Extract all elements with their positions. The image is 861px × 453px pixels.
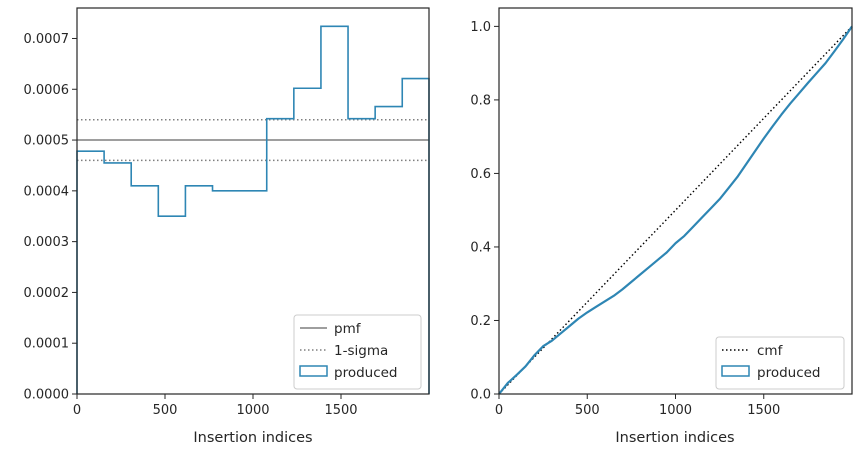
pmf-y-ticks: 0.0000 0.0001 0.0002 0.0003 0.0004 0.0005 0.00… bbox=[24, 32, 77, 403]
cmf-y-tick-label: 0.8 bbox=[470, 93, 491, 108]
legend-produced-label: produced bbox=[334, 365, 398, 381]
legend-pmf-label: pmf bbox=[334, 321, 362, 337]
pmf-y-tick-label: 0.0001 bbox=[24, 337, 70, 352]
cmf-x-tick-label: 500 bbox=[575, 403, 600, 418]
pmf-x-tick-label: 1000 bbox=[236, 403, 269, 418]
cmf-legend: cmf produced bbox=[715, 336, 845, 390]
legend-produced-label: produced bbox=[757, 365, 821, 381]
pmf-x-tick-label: 0 bbox=[73, 403, 81, 418]
pmf-y-tick-label: 0.0007 bbox=[24, 32, 70, 47]
cmf-y-tick-label: 1.0 bbox=[470, 20, 491, 35]
cmf-y-tick-label: 0.6 bbox=[470, 167, 491, 182]
pmf-y-tick-label: 0.0000 bbox=[24, 388, 70, 403]
cmf-x-tick-label: 1500 bbox=[747, 403, 780, 418]
pmf-y-tick-label: 0.0005 bbox=[24, 134, 70, 149]
pmf-legend: pmf 1-sigma produced bbox=[293, 314, 422, 390]
legend-produced-swatch bbox=[721, 365, 750, 377]
legend-produced-swatch bbox=[299, 365, 328, 377]
cmf-y-tick-label: 0.2 bbox=[470, 314, 491, 329]
cmf-x-axis-label: Insertion indices bbox=[615, 430, 734, 446]
cmf-x-tick-label: 0 bbox=[495, 403, 503, 418]
cmf-x-tick-label: 1000 bbox=[659, 403, 692, 418]
cmf-panel: 0 500 1000 1500 0.0 0.2 0.4 0.6 0.8 1.0 Insertio… bbox=[470, 7, 853, 446]
pmf-y-tick-label: 0.0003 bbox=[24, 235, 70, 250]
pmf-panel: 0 500 1000 1500 0.00000.00010.00020.00030.0… bbox=[24, 7, 430, 446]
legend-sigma-label: 1-sigma bbox=[334, 343, 388, 359]
pmf-x-tick-label: 500 bbox=[153, 403, 178, 418]
pmf-x-ticks: 0 500 1000 1500 bbox=[73, 394, 358, 418]
cmf-y-tick-label: 0.4 bbox=[470, 240, 491, 255]
pmf-y-tick-label: 0.0002 bbox=[24, 286, 70, 301]
produced-histogram bbox=[76, 25, 430, 394]
pmf-y-tick-label: 0.0004 bbox=[24, 184, 70, 199]
produced-cumulative-line bbox=[498, 25, 853, 395]
pmf-x-tick-label: 1500 bbox=[324, 403, 357, 418]
cmf-axes-frame bbox=[498, 7, 853, 395]
pmf-x-axis-label: Insertion indices bbox=[193, 430, 312, 446]
pmf-plot-area bbox=[76, 25, 430, 394]
cmf-line bbox=[498, 25, 853, 395]
cmf-plot-area bbox=[498, 25, 853, 395]
cmf-x-ticks: 0 500 1000 1500 bbox=[495, 394, 780, 418]
pmf-legend-box bbox=[293, 314, 422, 390]
cmf-y-ticks: 0.0 0.2 0.4 0.6 0.8 1.0 bbox=[470, 20, 499, 403]
cmf-y-tick-label: 0.0 bbox=[470, 388, 491, 403]
legend-cmf-label: cmf bbox=[757, 343, 784, 359]
pmf-y-tick-label: 0.0006 bbox=[24, 83, 70, 98]
